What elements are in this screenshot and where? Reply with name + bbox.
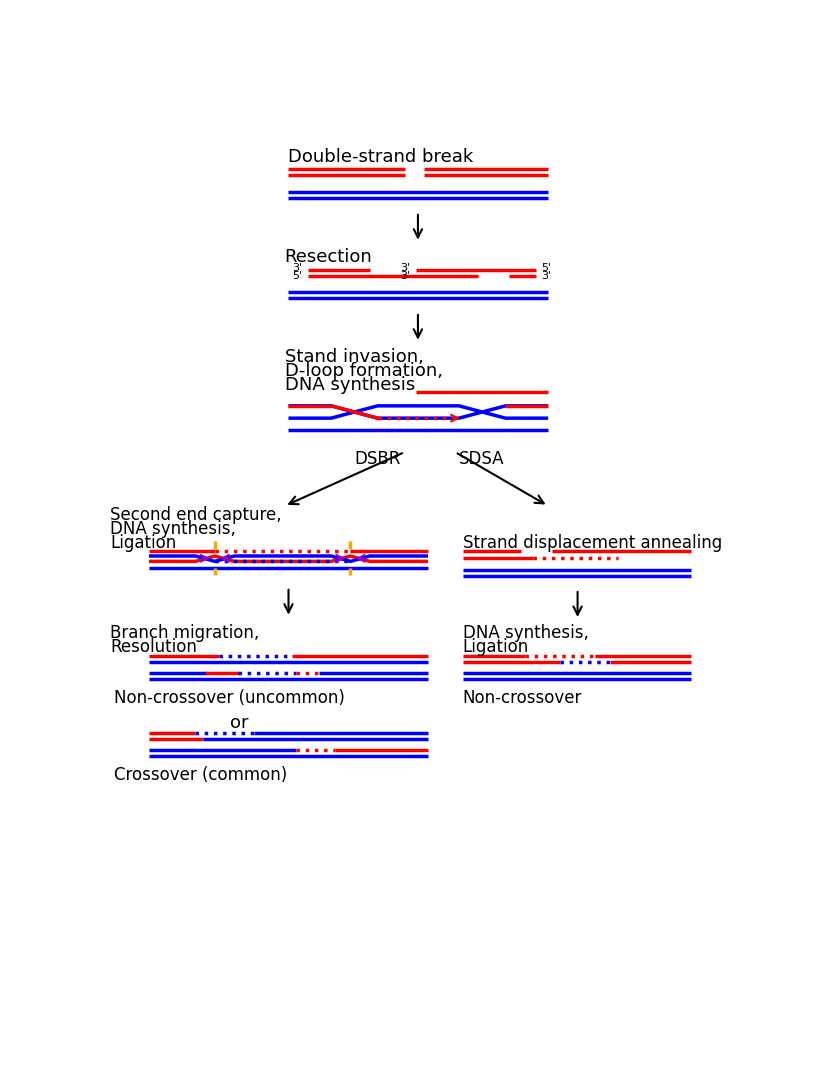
Text: Strand displacement annealing: Strand displacement annealing	[462, 534, 722, 552]
Text: Stand invasion,: Stand invasion,	[284, 348, 423, 367]
Text: Crossover (common): Crossover (common)	[114, 766, 287, 785]
Text: DNA synthesis,: DNA synthesis,	[462, 624, 588, 642]
Text: 5': 5'	[541, 263, 550, 273]
Text: 5': 5'	[292, 271, 302, 281]
Text: DNA synthesis: DNA synthesis	[284, 376, 414, 393]
Text: DNA synthesis,: DNA synthesis,	[110, 520, 236, 538]
Text: 3': 3'	[400, 271, 410, 281]
Text: SDSA: SDSA	[459, 450, 504, 468]
Text: Second end capture,: Second end capture,	[110, 506, 282, 524]
Text: Resolution: Resolution	[110, 638, 197, 656]
Text: or: or	[230, 714, 249, 732]
Text: DSBR: DSBR	[354, 450, 400, 468]
Text: 3': 3'	[292, 263, 302, 273]
Text: Non-crossover: Non-crossover	[462, 689, 581, 708]
Text: D-loop formation,: D-loop formation,	[284, 362, 442, 379]
Text: Ligation: Ligation	[462, 638, 528, 656]
Text: Branch migration,: Branch migration,	[110, 624, 259, 642]
Text: 3': 3'	[541, 271, 550, 281]
Text: 3': 3'	[400, 263, 410, 273]
Text: Non-crossover (uncommon): Non-crossover (uncommon)	[114, 689, 345, 708]
Text: Ligation: Ligation	[110, 534, 176, 552]
Text: Resection: Resection	[284, 248, 372, 266]
Text: Double-strand break: Double-strand break	[288, 148, 473, 166]
